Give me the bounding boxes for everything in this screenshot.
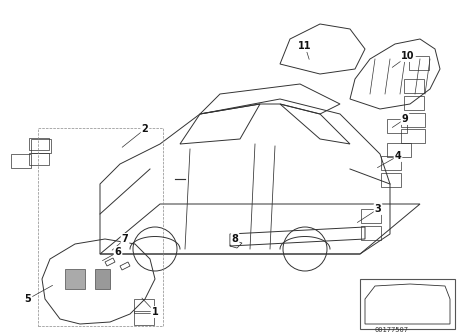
Text: 3: 3 — [374, 204, 382, 214]
Text: 00177507: 00177507 — [375, 327, 409, 333]
Polygon shape — [65, 269, 85, 289]
Text: 2: 2 — [142, 124, 148, 134]
Text: 4: 4 — [395, 151, 401, 161]
Text: 7: 7 — [122, 234, 128, 244]
Text: 6: 6 — [115, 247, 121, 257]
Text: 5: 5 — [25, 294, 31, 304]
Bar — [38, 128, 163, 326]
Text: 11: 11 — [298, 41, 312, 51]
Polygon shape — [95, 269, 110, 289]
Text: 8: 8 — [232, 234, 238, 244]
Bar — [360, 279, 455, 329]
Text: 9: 9 — [401, 114, 409, 124]
Text: 10: 10 — [401, 51, 415, 61]
Text: 1: 1 — [152, 307, 158, 317]
